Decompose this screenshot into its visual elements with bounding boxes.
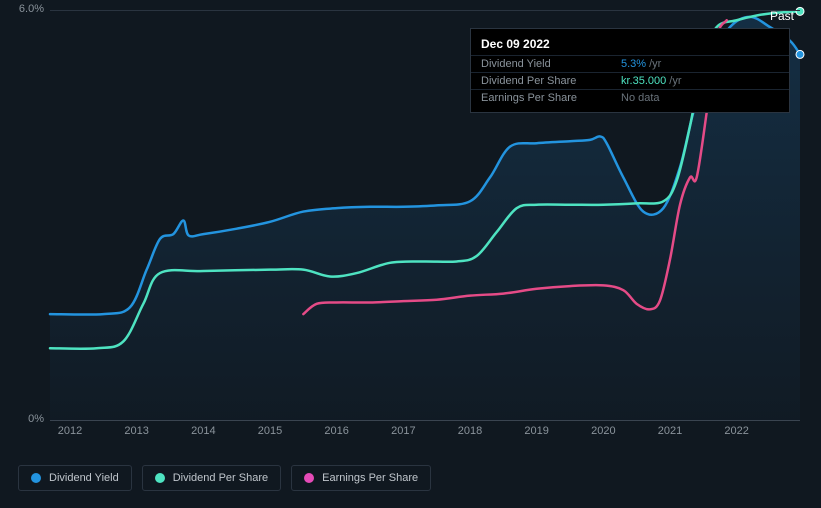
chart-legend: Dividend Yield Dividend Per Share Earnings… (18, 465, 431, 491)
x-axis-tick-label: 2016 (324, 425, 348, 437)
tooltip-row-value: No data (621, 92, 779, 104)
x-axis-tick-label: 2019 (524, 425, 548, 437)
x-axis-tick-label: 2014 (191, 425, 215, 437)
tooltip-row-value: 5.3%/yr (621, 58, 779, 70)
legend-dot-icon (155, 473, 165, 483)
gridline (50, 420, 800, 421)
legend-dot-icon (304, 473, 314, 483)
x-axis: 2012 2013 2014 2015 2016 2017 2018 2019 2020 2021… (50, 425, 800, 445)
tooltip-row: Earnings Per ShareNo data (471, 89, 789, 106)
chart-tooltip: Dec 09 2022 Dividend Yield5.3%/yrDividen… (470, 28, 790, 113)
gridline (50, 10, 800, 11)
tooltip-date: Dec 09 2022 (471, 35, 789, 55)
tooltip-row-label: Dividend Per Share (481, 75, 621, 87)
x-axis-tick-label: 2021 (658, 425, 682, 437)
x-axis-tick-label: 2018 (458, 425, 482, 437)
x-axis-tick-label: 2017 (391, 425, 415, 437)
legend-item[interactable]: Dividend Per Share (142, 465, 281, 491)
past-label: Past (770, 9, 794, 23)
x-axis-tick-label: 2013 (124, 425, 148, 437)
legend-item[interactable]: Earnings Per Share (291, 465, 431, 491)
y-axis-tick-label: 0% (0, 413, 44, 425)
x-axis-tick-label: 2015 (258, 425, 282, 437)
x-axis-tick-label: 2020 (591, 425, 615, 437)
legend-label: Dividend Yield (49, 472, 119, 484)
x-axis-tick-label: 2022 (724, 425, 748, 437)
tooltip-row: Dividend Yield5.3%/yr (471, 55, 789, 72)
x-axis-tick-label: 2012 (58, 425, 82, 437)
legend-item[interactable]: Dividend Yield (18, 465, 132, 491)
tooltip-row: Dividend Per Sharekr.35.000/yr (471, 72, 789, 89)
legend-label: Dividend Per Share (173, 472, 268, 484)
dividend_per_share-end-marker (796, 7, 804, 15)
dividend_yield-end-marker (796, 50, 804, 58)
tooltip-row-label: Dividend Yield (481, 58, 621, 70)
legend-dot-icon (31, 473, 41, 483)
y-axis-tick-label: 6.0% (0, 3, 44, 15)
tooltip-row-label: Earnings Per Share (481, 92, 621, 104)
tooltip-row-value: kr.35.000/yr (621, 75, 779, 87)
legend-label: Earnings Per Share (322, 472, 418, 484)
